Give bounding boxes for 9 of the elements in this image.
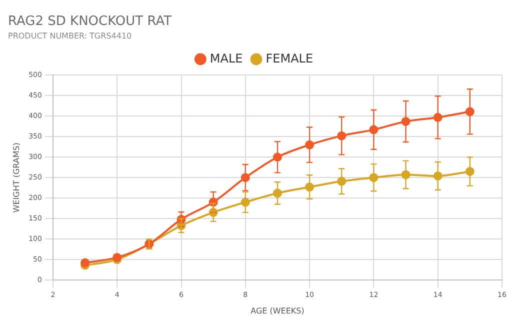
point: [80, 258, 90, 268]
x-axis-title: AGE (WEEKS): [250, 306, 304, 316]
point: [112, 252, 122, 262]
point: [305, 182, 314, 192]
chart-subtitle: PRODUCT NUMBER: TGRS4410: [8, 31, 132, 40]
legend-label: MALE: [210, 51, 243, 66]
y-axis-title: WEIGHT (GRAMS): [12, 142, 21, 213]
legend-label: FEMALE: [266, 51, 314, 66]
chart-title: RAG2 SD KNOCKOUT RAT: [8, 14, 172, 30]
